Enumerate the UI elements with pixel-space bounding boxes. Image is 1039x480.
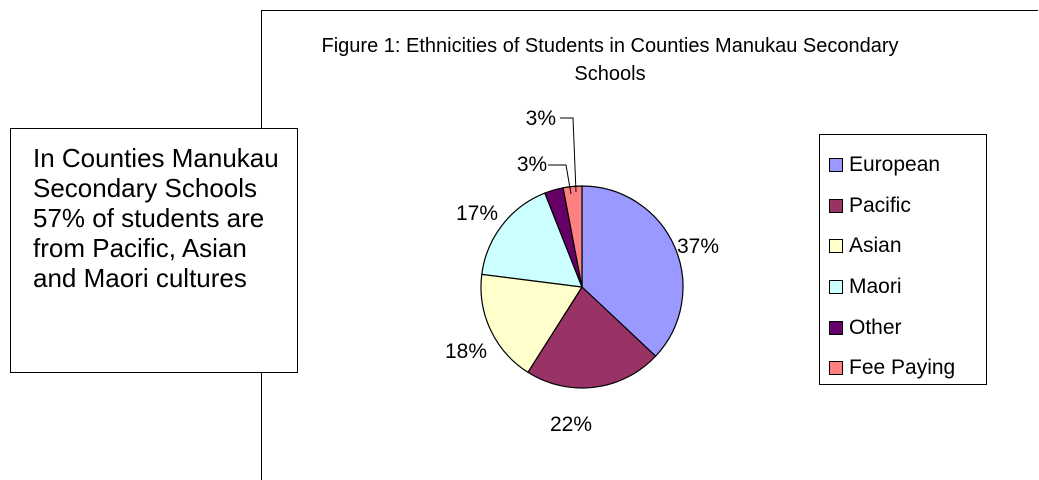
pie-slice-asian [480,273,584,374]
legend-label: European [849,153,941,177]
legend-swatch [829,158,843,173]
legend-swatch [829,280,843,295]
legend-swatch [829,320,843,335]
slice-label-fee-paying: 3% [526,107,556,130]
legend-label: Maori [849,275,902,299]
pie-slice-maori [481,192,583,288]
pie-slice-european [581,185,684,357]
legend-item-asian: Asian [829,226,986,267]
legend-label: Asian [849,234,902,258]
leader-line-other [548,164,572,195]
legend-swatch [829,361,843,376]
legend-swatch [829,198,843,213]
legend-label: Fee Paying [849,356,956,380]
slice-label-european: 37% [677,235,719,258]
slice-label-maori: 17% [456,202,498,225]
pie-slice-pacific [527,286,657,389]
legend-label: Other [849,315,902,339]
callout-text-box: In Counties Manukau Secondary Schools 57… [10,128,298,373]
legend-item-european: European [829,145,986,186]
slice-label-pacific: 22% [550,413,592,436]
pie-slice-fee-paying [562,185,583,288]
legend-item-pacific: Pacific [829,186,986,227]
legend-item-other: Other [829,307,986,348]
slice-label-asian: 18% [445,340,487,363]
legend-swatch [829,239,843,254]
leader-line-fee-paying [560,117,577,193]
chart-title: Figure 1: Ethnicities of Students in Cou… [321,35,899,85]
legend-item-maori: Maori [829,267,986,308]
legend-label: Pacific [849,193,911,217]
slice-label-other: 3% [517,153,547,176]
chart-legend: European Pacific Asian Maori Other Fee Paying [819,134,987,385]
legend-item-fee-paying: Fee Paying [829,348,986,389]
